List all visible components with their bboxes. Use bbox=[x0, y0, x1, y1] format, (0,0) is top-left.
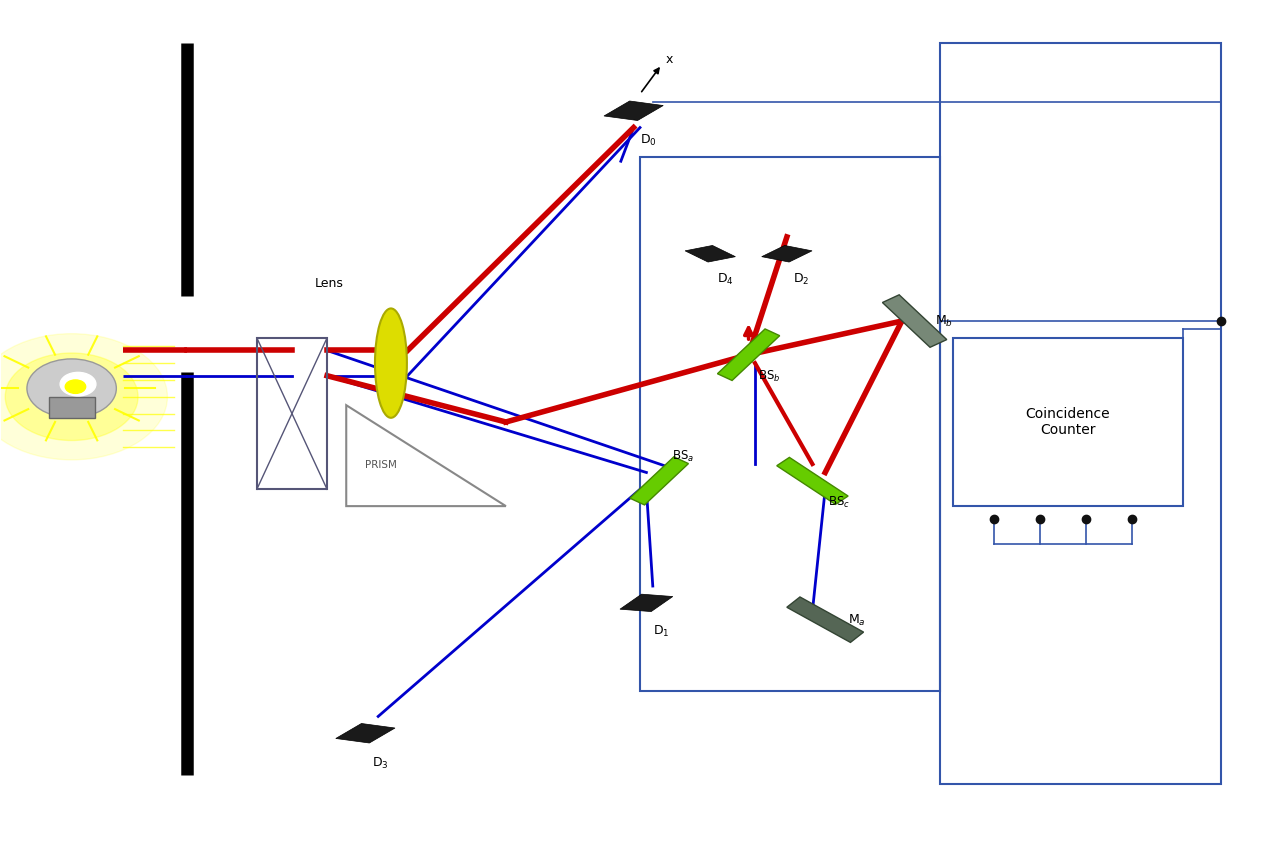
Text: BS$_a$: BS$_a$ bbox=[672, 449, 694, 464]
Polygon shape bbox=[630, 457, 689, 505]
Polygon shape bbox=[685, 246, 736, 262]
Ellipse shape bbox=[375, 308, 407, 418]
Polygon shape bbox=[762, 246, 812, 262]
Circle shape bbox=[60, 372, 96, 396]
Polygon shape bbox=[620, 594, 673, 612]
Text: M$_a$: M$_a$ bbox=[849, 613, 865, 628]
FancyBboxPatch shape bbox=[49, 397, 95, 418]
Text: M$_b$: M$_b$ bbox=[934, 314, 954, 329]
Polygon shape bbox=[717, 329, 780, 381]
Text: D$_3$: D$_3$ bbox=[371, 756, 388, 771]
Text: BS$_c$: BS$_c$ bbox=[828, 495, 850, 511]
Polygon shape bbox=[882, 295, 947, 348]
Text: x: x bbox=[666, 53, 673, 66]
Text: PRISM: PRISM bbox=[365, 460, 397, 470]
Circle shape bbox=[27, 359, 116, 418]
Polygon shape bbox=[335, 723, 396, 743]
Polygon shape bbox=[787, 597, 864, 642]
Polygon shape bbox=[777, 457, 849, 505]
Text: D$_2$: D$_2$ bbox=[794, 273, 810, 287]
Text: BS$_b$: BS$_b$ bbox=[758, 369, 780, 384]
Circle shape bbox=[65, 380, 86, 393]
Circle shape bbox=[0, 333, 168, 460]
Text: Lens: Lens bbox=[315, 278, 343, 290]
Text: D$_4$: D$_4$ bbox=[717, 273, 733, 287]
FancyBboxPatch shape bbox=[952, 338, 1183, 506]
Text: Coincidence
Counter: Coincidence Counter bbox=[1025, 407, 1110, 437]
Polygon shape bbox=[604, 101, 663, 121]
Text: D$_0$: D$_0$ bbox=[640, 133, 657, 149]
Circle shape bbox=[5, 353, 138, 441]
Text: D$_1$: D$_1$ bbox=[653, 624, 669, 639]
Polygon shape bbox=[346, 405, 506, 506]
